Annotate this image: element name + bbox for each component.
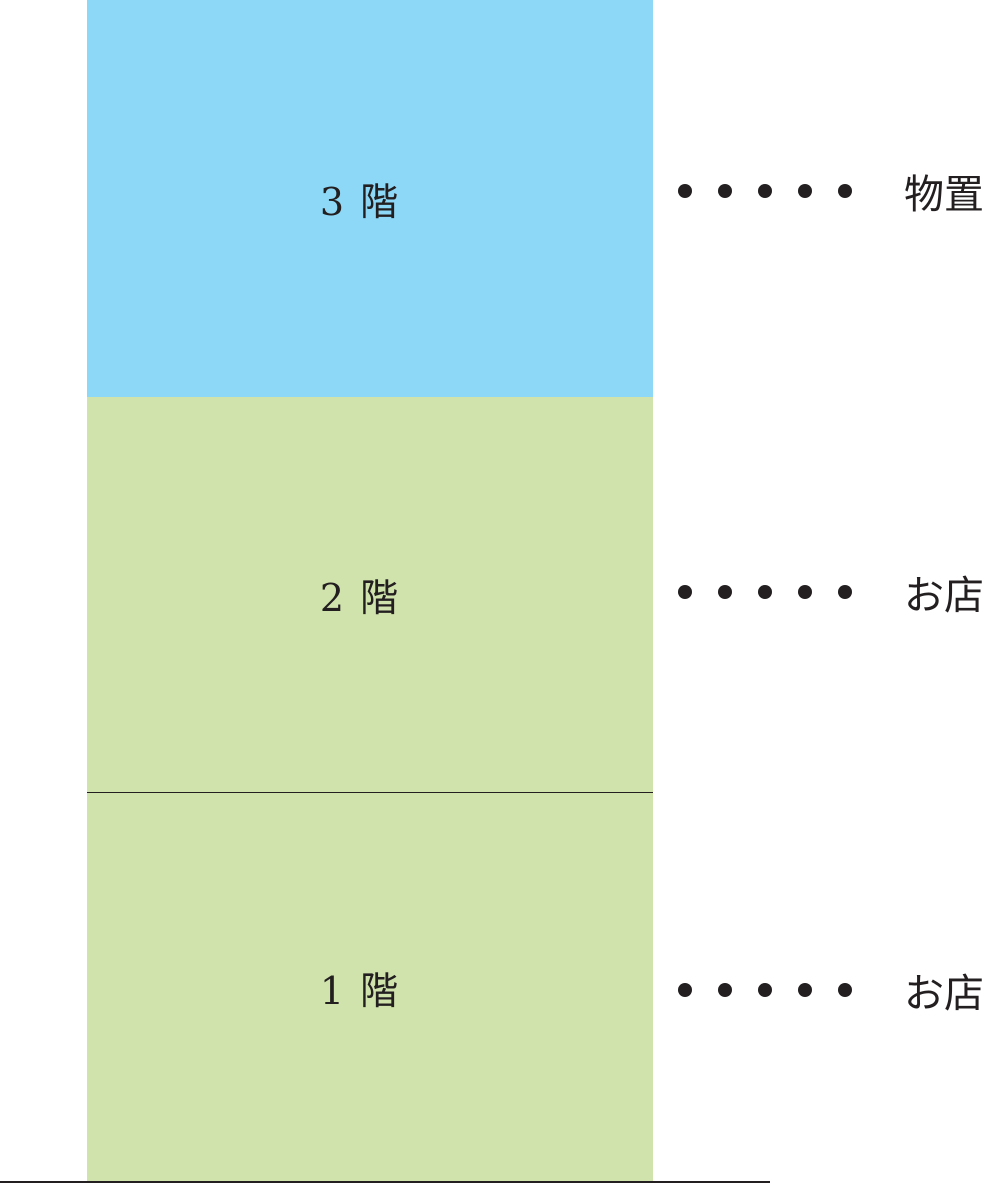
leader-dot — [798, 983, 812, 997]
floor-3-use-row: 物置 — [678, 161, 984, 221]
dot-leader — [678, 983, 852, 997]
floor-2-use-label: お店 — [904, 573, 984, 619]
leader-dot — [678, 585, 692, 599]
floor-3-label: 3 階 — [319, 180, 401, 224]
leader-dot — [678, 184, 692, 198]
floor-1-use-row: お店 — [678, 960, 984, 1020]
leader-dot — [758, 184, 772, 198]
dot-leader — [678, 585, 852, 599]
leader-dot — [838, 983, 852, 997]
leader-dot — [838, 184, 852, 198]
leader-dot — [718, 983, 732, 997]
leader-dot — [718, 184, 732, 198]
leader-dot — [798, 184, 812, 198]
leader-dot — [718, 585, 732, 599]
leader-dot — [678, 983, 692, 997]
leader-dot — [838, 585, 852, 599]
leader-dot — [798, 585, 812, 599]
floor-2-block: 2 階 — [87, 397, 653, 793]
floor-1-label: 1 階 — [319, 969, 401, 1013]
leader-dot — [758, 585, 772, 599]
dot-leader — [678, 184, 852, 198]
floor-2-label: 2 階 — [319, 576, 401, 620]
floor-2-use-row: お店 — [678, 562, 984, 622]
ground-line — [0, 1181, 770, 1183]
floor-1-use-label: お店 — [904, 971, 984, 1017]
floor-3-use-label: 物置 — [904, 172, 984, 218]
floor-1-block: 1 階 — [87, 793, 653, 1182]
leader-dot — [758, 983, 772, 997]
floor-3-block: 3 階 — [87, 0, 653, 397]
